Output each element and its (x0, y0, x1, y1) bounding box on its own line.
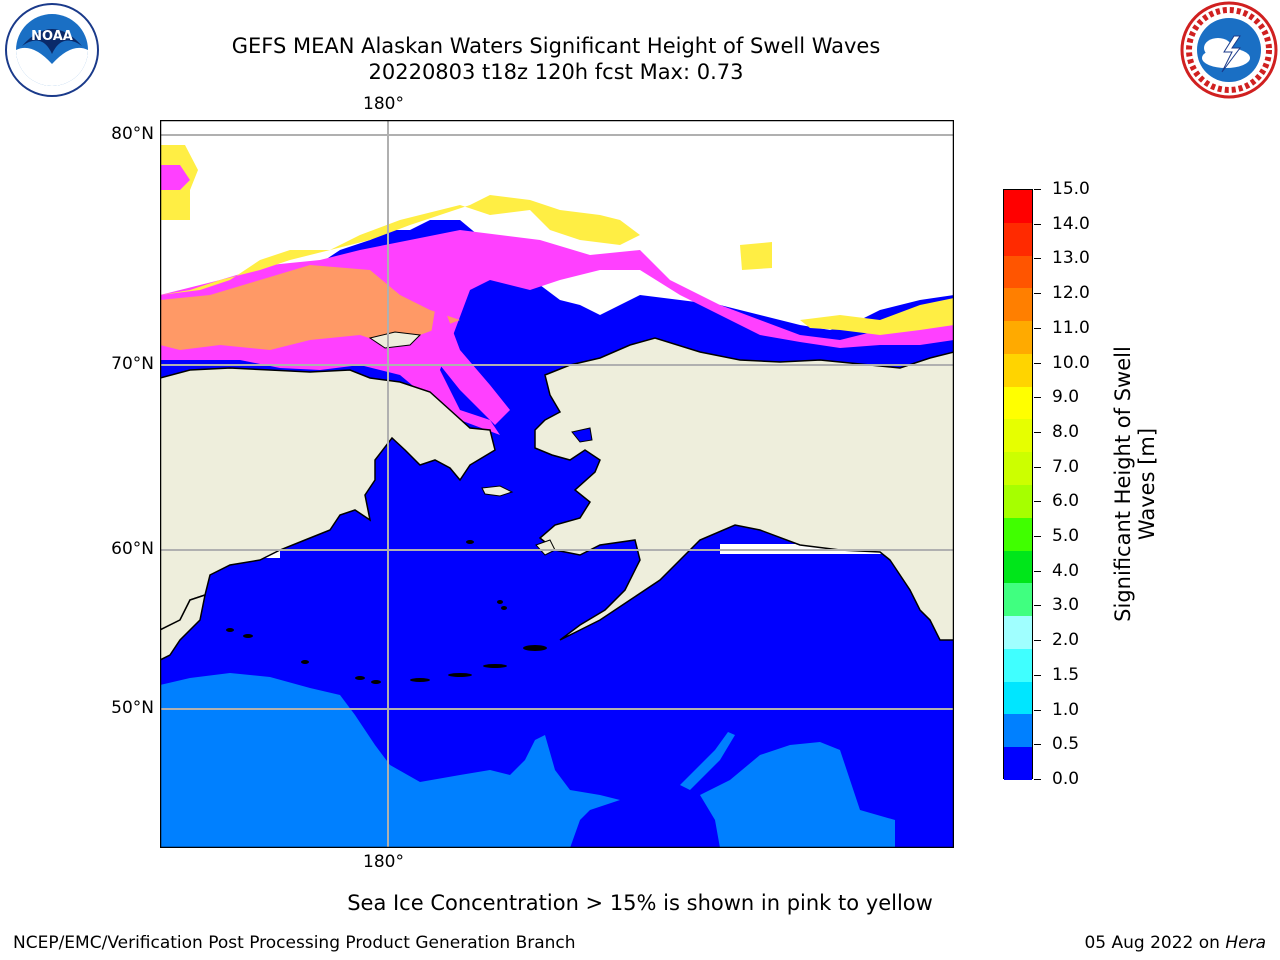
aleutian-islands (226, 540, 547, 684)
colorbar-tick-label: 11.0 (1052, 317, 1090, 338)
swell-0-5-region (700, 742, 895, 848)
sea-ice-yellow (160, 195, 640, 295)
colorbar-segment (1004, 681, 1032, 715)
footer-branch: NCEP/EMC/Verification Post Processing Pr… (13, 933, 576, 953)
colorbar-tick-label: 2.0 (1052, 630, 1080, 651)
colorbar-tick-label: 8.0 (1052, 421, 1080, 442)
colorbar-tick-label: 0.5 (1052, 734, 1080, 755)
lat-label-60n: 60°N (111, 539, 154, 559)
colorbar-tick-label: 5.0 (1052, 526, 1080, 547)
colorbar-segment (1004, 648, 1032, 683)
footer-date: 05 Aug 2022 on Hera (1084, 932, 1266, 954)
swell-0-5-region (680, 732, 735, 790)
colorbar-tick-label: 10.0 (1052, 352, 1090, 373)
colorbar-tick-label: 4.0 (1052, 560, 1080, 581)
colorbar-title: Significant Height of Swell Waves [m] (1111, 274, 1159, 694)
sea-ice-yellow (740, 242, 772, 270)
colorbar-tick (1034, 744, 1041, 746)
sea-ice-orange (160, 265, 460, 350)
sea-ice-yellow (800, 298, 954, 335)
colorbar-title-line2: Waves [m] (1135, 427, 1159, 541)
lat-label-50n: 50°N (111, 698, 154, 718)
ocean-inlet (571, 427, 593, 443)
colorbar-segment (1004, 583, 1032, 617)
colorbar-segment (1004, 419, 1032, 453)
colorbar-segment (1004, 517, 1032, 552)
land-kamchatka (159, 593, 206, 662)
colorbar-tick (1034, 223, 1041, 225)
noaa-logo-text: NOAA (31, 29, 73, 44)
chart-title: GEFS MEAN Alaskan Waters Significant Hei… (231, 34, 881, 58)
colorbar-segment (1004, 616, 1032, 650)
nws-logo (1178, 0, 1280, 100)
colorbar-tick (1034, 466, 1041, 468)
chart-subtitle: 20220803 t18z 120h fcst Max: 0.73 (368, 60, 744, 84)
colorbar-segment (1004, 485, 1032, 519)
colorbar-tick-label: 1.0 (1052, 699, 1080, 720)
colorbar-tick-label: 9.0 (1052, 387, 1080, 408)
colorbar-tick (1034, 362, 1041, 364)
colorbar-tick-label: 7.0 (1052, 456, 1080, 477)
colorbar-segment (1004, 386, 1032, 420)
island-wrangel (368, 331, 422, 349)
colorbar-tick (1034, 674, 1041, 676)
colorbar (1003, 189, 1033, 781)
colorbar-segment (1004, 222, 1032, 257)
colorbar-segment (1004, 190, 1032, 224)
map-panel (159, 119, 955, 849)
colorbar-tick (1034, 640, 1041, 642)
lat-label-70n: 70°N (111, 354, 154, 374)
colorbar-tick (1034, 501, 1041, 503)
island-st-lawrence (481, 485, 514, 497)
footer-date-text: 05 Aug 2022 on (1084, 933, 1226, 953)
sea-ice-pink (430, 310, 510, 425)
lat-label-80n: 80°N (111, 124, 154, 144)
colorbar-segment (1004, 288, 1032, 322)
colorbar-tick (1034, 431, 1041, 433)
colorbar-segment (1004, 353, 1032, 388)
colorbar-segment (1004, 550, 1032, 584)
colorbar-tick (1034, 189, 1041, 190)
footer-host: Hera (1225, 933, 1266, 953)
graticule (160, 120, 954, 848)
colorbar-tick (1034, 258, 1041, 260)
land-siberia (159, 367, 496, 632)
colorbar-tick-label: 14.0 (1052, 213, 1090, 234)
colorbar-tick (1034, 536, 1041, 538)
colorbar-tick-label: 6.0 (1052, 491, 1080, 512)
sea-ice-pink (160, 165, 190, 190)
noaa-logo: NOAA (2, 2, 102, 98)
colorbar-segment (1004, 255, 1032, 289)
colorbar-tick-label: 0.0 (1052, 769, 1080, 789)
colorbar-tick (1034, 605, 1041, 607)
colorbar-segment (1004, 714, 1032, 748)
colorbar-tick-label: 3.0 (1052, 595, 1080, 616)
colorbar-tick (1034, 709, 1041, 711)
colorbar-tick (1034, 293, 1041, 295)
colorbar-tick (1034, 779, 1041, 780)
colorbar-tick (1034, 570, 1041, 572)
colorbar-tick (1034, 327, 1041, 329)
colorbar-tick-label: 1.5 (1052, 664, 1080, 685)
lon-label-180-bottom: 180° (363, 852, 404, 872)
lon-label-180-top: 180° (363, 94, 404, 114)
colorbar-title-line1: Significant Height of Swell (1111, 346, 1135, 622)
colorbar-segment (1004, 452, 1032, 486)
colorbar-segment (1004, 321, 1032, 355)
colorbar-tick (1034, 397, 1041, 399)
colorbar-tick-label: 13.0 (1052, 248, 1090, 269)
colorbar-tick-label: 15.0 (1052, 179, 1090, 199)
swell-0-5-region (160, 673, 620, 848)
sea-ice-caption: Sea Ice Concentration > 15% is shown in … (347, 891, 933, 915)
map-frame (159, 119, 955, 849)
colorbar-tick-label: 12.0 (1052, 283, 1090, 304)
colorbar-segment (1004, 747, 1032, 781)
